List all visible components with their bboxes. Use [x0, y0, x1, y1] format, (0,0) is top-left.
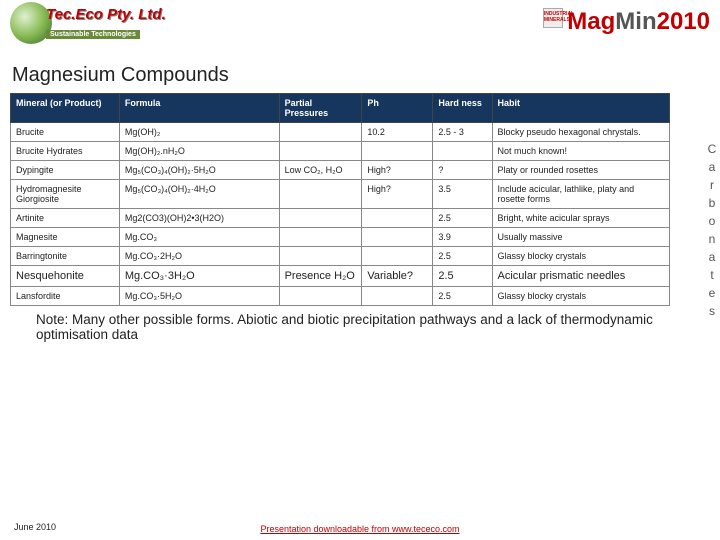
cell-formula: Mg₅(CO₃)₄(OH)₂·4H₂O — [119, 180, 279, 209]
cell-habit: Blocky pseudo hexagonal chrystals. — [492, 123, 670, 142]
cell-ph — [362, 247, 433, 266]
table-body: BruciteMg(OH)₂ 10.22.5 - 3Blocky pseudo h… — [11, 123, 670, 306]
header: Tec.Eco Pty. Ltd. Sustainable Technologi… — [0, 0, 720, 58]
cell-formula: Mg.CO₃ — [119, 228, 279, 247]
tececo-name: Tec.Eco Pty. Ltd. — [46, 6, 166, 23]
cell-formula: Mg(OH)₂.nH₂O — [119, 142, 279, 161]
cell-ph: Variable? — [362, 266, 433, 287]
table-row: Hydromagnesite GiorgiositeMg₅(CO₃)₄(OH)₂… — [11, 180, 670, 209]
cell-ph: High? — [362, 161, 433, 180]
cell-formula: Mg₅(CO₃)₄(OH)₂·5H₂O — [119, 161, 279, 180]
magmin-year: 2010 — [657, 8, 710, 35]
cell-hard: 2.5 — [433, 209, 492, 228]
cell-habit: Usually massive — [492, 228, 670, 247]
column-header: Partial Pressures — [279, 94, 362, 123]
cell-mineral: Artinite — [11, 209, 120, 228]
page-title: Magnesium Compounds — [0, 58, 720, 93]
cell-habit: Include acicular, lathlike, platy and ro… — [492, 180, 670, 209]
cell-habit: Not much known! — [492, 142, 670, 161]
footer-date: June 2010 — [14, 522, 56, 532]
footer-link[interactable]: Presentation downloadable from www.tecec… — [0, 524, 720, 534]
table-row: DypingiteMg₅(CO₃)₄(OH)₂·5H₂OLow CO₂, H₂O… — [11, 161, 670, 180]
cell-habit: Platy or rounded rosettes — [492, 161, 670, 180]
column-header: Formula — [119, 94, 279, 123]
cell-ph — [362, 209, 433, 228]
cell-ph: 10.2 — [362, 123, 433, 142]
cell-pp — [279, 228, 362, 247]
cell-mineral: Barringtonite — [11, 247, 120, 266]
industrial-minerals-icon: INDUSTRIAL MINERALS — [543, 8, 563, 28]
cell-formula: Mg2(CO3)(OH)2•3(H2O) — [119, 209, 279, 228]
table-header-row: Mineral (or Product)FormulaPartial Press… — [11, 94, 670, 123]
cell-pp — [279, 247, 362, 266]
cell-ph — [362, 228, 433, 247]
cell-mineral: Hydromagnesite Giorgiosite — [11, 180, 120, 209]
cell-hard: 2.5 — [433, 287, 492, 306]
magmin-mag: Mag — [567, 8, 615, 35]
table-row: BruciteMg(OH)₂ 10.22.5 - 3Blocky pseudo h… — [11, 123, 670, 142]
cell-pp: Low CO₂, H₂O — [279, 161, 362, 180]
cell-habit: Glassy blocky crystals — [492, 247, 670, 266]
cell-ph — [362, 287, 433, 306]
cell-formula: Mg.CO₃·3H₂O — [119, 266, 279, 287]
side-label-carbonates: Carbonates — [705, 140, 719, 320]
cell-ph: High? — [362, 180, 433, 209]
cell-pp — [279, 123, 362, 142]
cell-formula: Mg.CO₃·2H₂O — [119, 247, 279, 266]
cell-ph — [362, 142, 433, 161]
cell-pp: Presence H₂O — [279, 266, 362, 287]
footer: June 2010 Presentation downloadable from… — [0, 524, 720, 534]
column-header: Ph — [362, 94, 433, 123]
cell-mineral: Nesquehonite — [11, 266, 120, 287]
cell-hard: ? — [433, 161, 492, 180]
cell-habit: Glassy blocky crystals — [492, 287, 670, 306]
tececo-logo: Tec.Eco Pty. Ltd. Sustainable Technologi… — [10, 2, 166, 44]
cell-mineral: Magnesite — [11, 228, 120, 247]
magmin-min: Min — [615, 8, 656, 35]
cell-mineral: Brucite — [11, 123, 120, 142]
cell-hard: 2.5 - 3 — [433, 123, 492, 142]
cell-mineral: Dypingite — [11, 161, 120, 180]
cell-hard: 2.5 — [433, 247, 492, 266]
table-row: NesquehoniteMg.CO₃·3H₂OPresence H₂OVaria… — [11, 266, 670, 287]
cell-habit: Acicular prismatic needles — [492, 266, 670, 287]
cell-pp — [279, 180, 362, 209]
cell-pp — [279, 287, 362, 306]
column-header: Mineral (or Product) — [11, 94, 120, 123]
table-container: Mineral (or Product)FormulaPartial Press… — [0, 93, 720, 306]
column-header: Habit — [492, 94, 670, 123]
cell-hard: 2.5 — [433, 266, 492, 287]
magmin-logo: INDUSTRIAL MINERALS MagMin2010 — [543, 8, 710, 36]
table-row: Brucite HydratesMg(OH)₂.nH₂O Not much kno… — [11, 142, 670, 161]
cell-hard: 3.5 — [433, 180, 492, 209]
cell-mineral: Lansfordite — [11, 287, 120, 306]
compounds-table: Mineral (or Product)FormulaPartial Press… — [10, 93, 670, 306]
cell-mineral: Brucite Hydrates — [11, 142, 120, 161]
table-row: BarringtoniteMg.CO₃·2H₂O 2.5Glassy blocky… — [11, 247, 670, 266]
table-row: MagnesiteMg.CO₃ 3.9Usually massive — [11, 228, 670, 247]
cell-pp — [279, 209, 362, 228]
cell-hard: 3.9 — [433, 228, 492, 247]
cell-habit: Bright, white acicular sprays — [492, 209, 670, 228]
cell-formula: Mg(OH)₂ — [119, 123, 279, 142]
table-row: LansforditeMg.CO₃·5H₂O 2.5Glassy blocky c… — [11, 287, 670, 306]
column-header: Hard ness — [433, 94, 492, 123]
tececo-tagline: Sustainable Technologies — [46, 30, 140, 39]
cell-hard — [433, 142, 492, 161]
table-row: ArtiniteMg2(CO3)(OH)2•3(H2O) 2.5Bright, w… — [11, 209, 670, 228]
note-text: Note: Many other possible forms. Abiotic… — [0, 306, 720, 344]
cell-pp — [279, 142, 362, 161]
cell-formula: Mg.CO₃·5H₂O — [119, 287, 279, 306]
